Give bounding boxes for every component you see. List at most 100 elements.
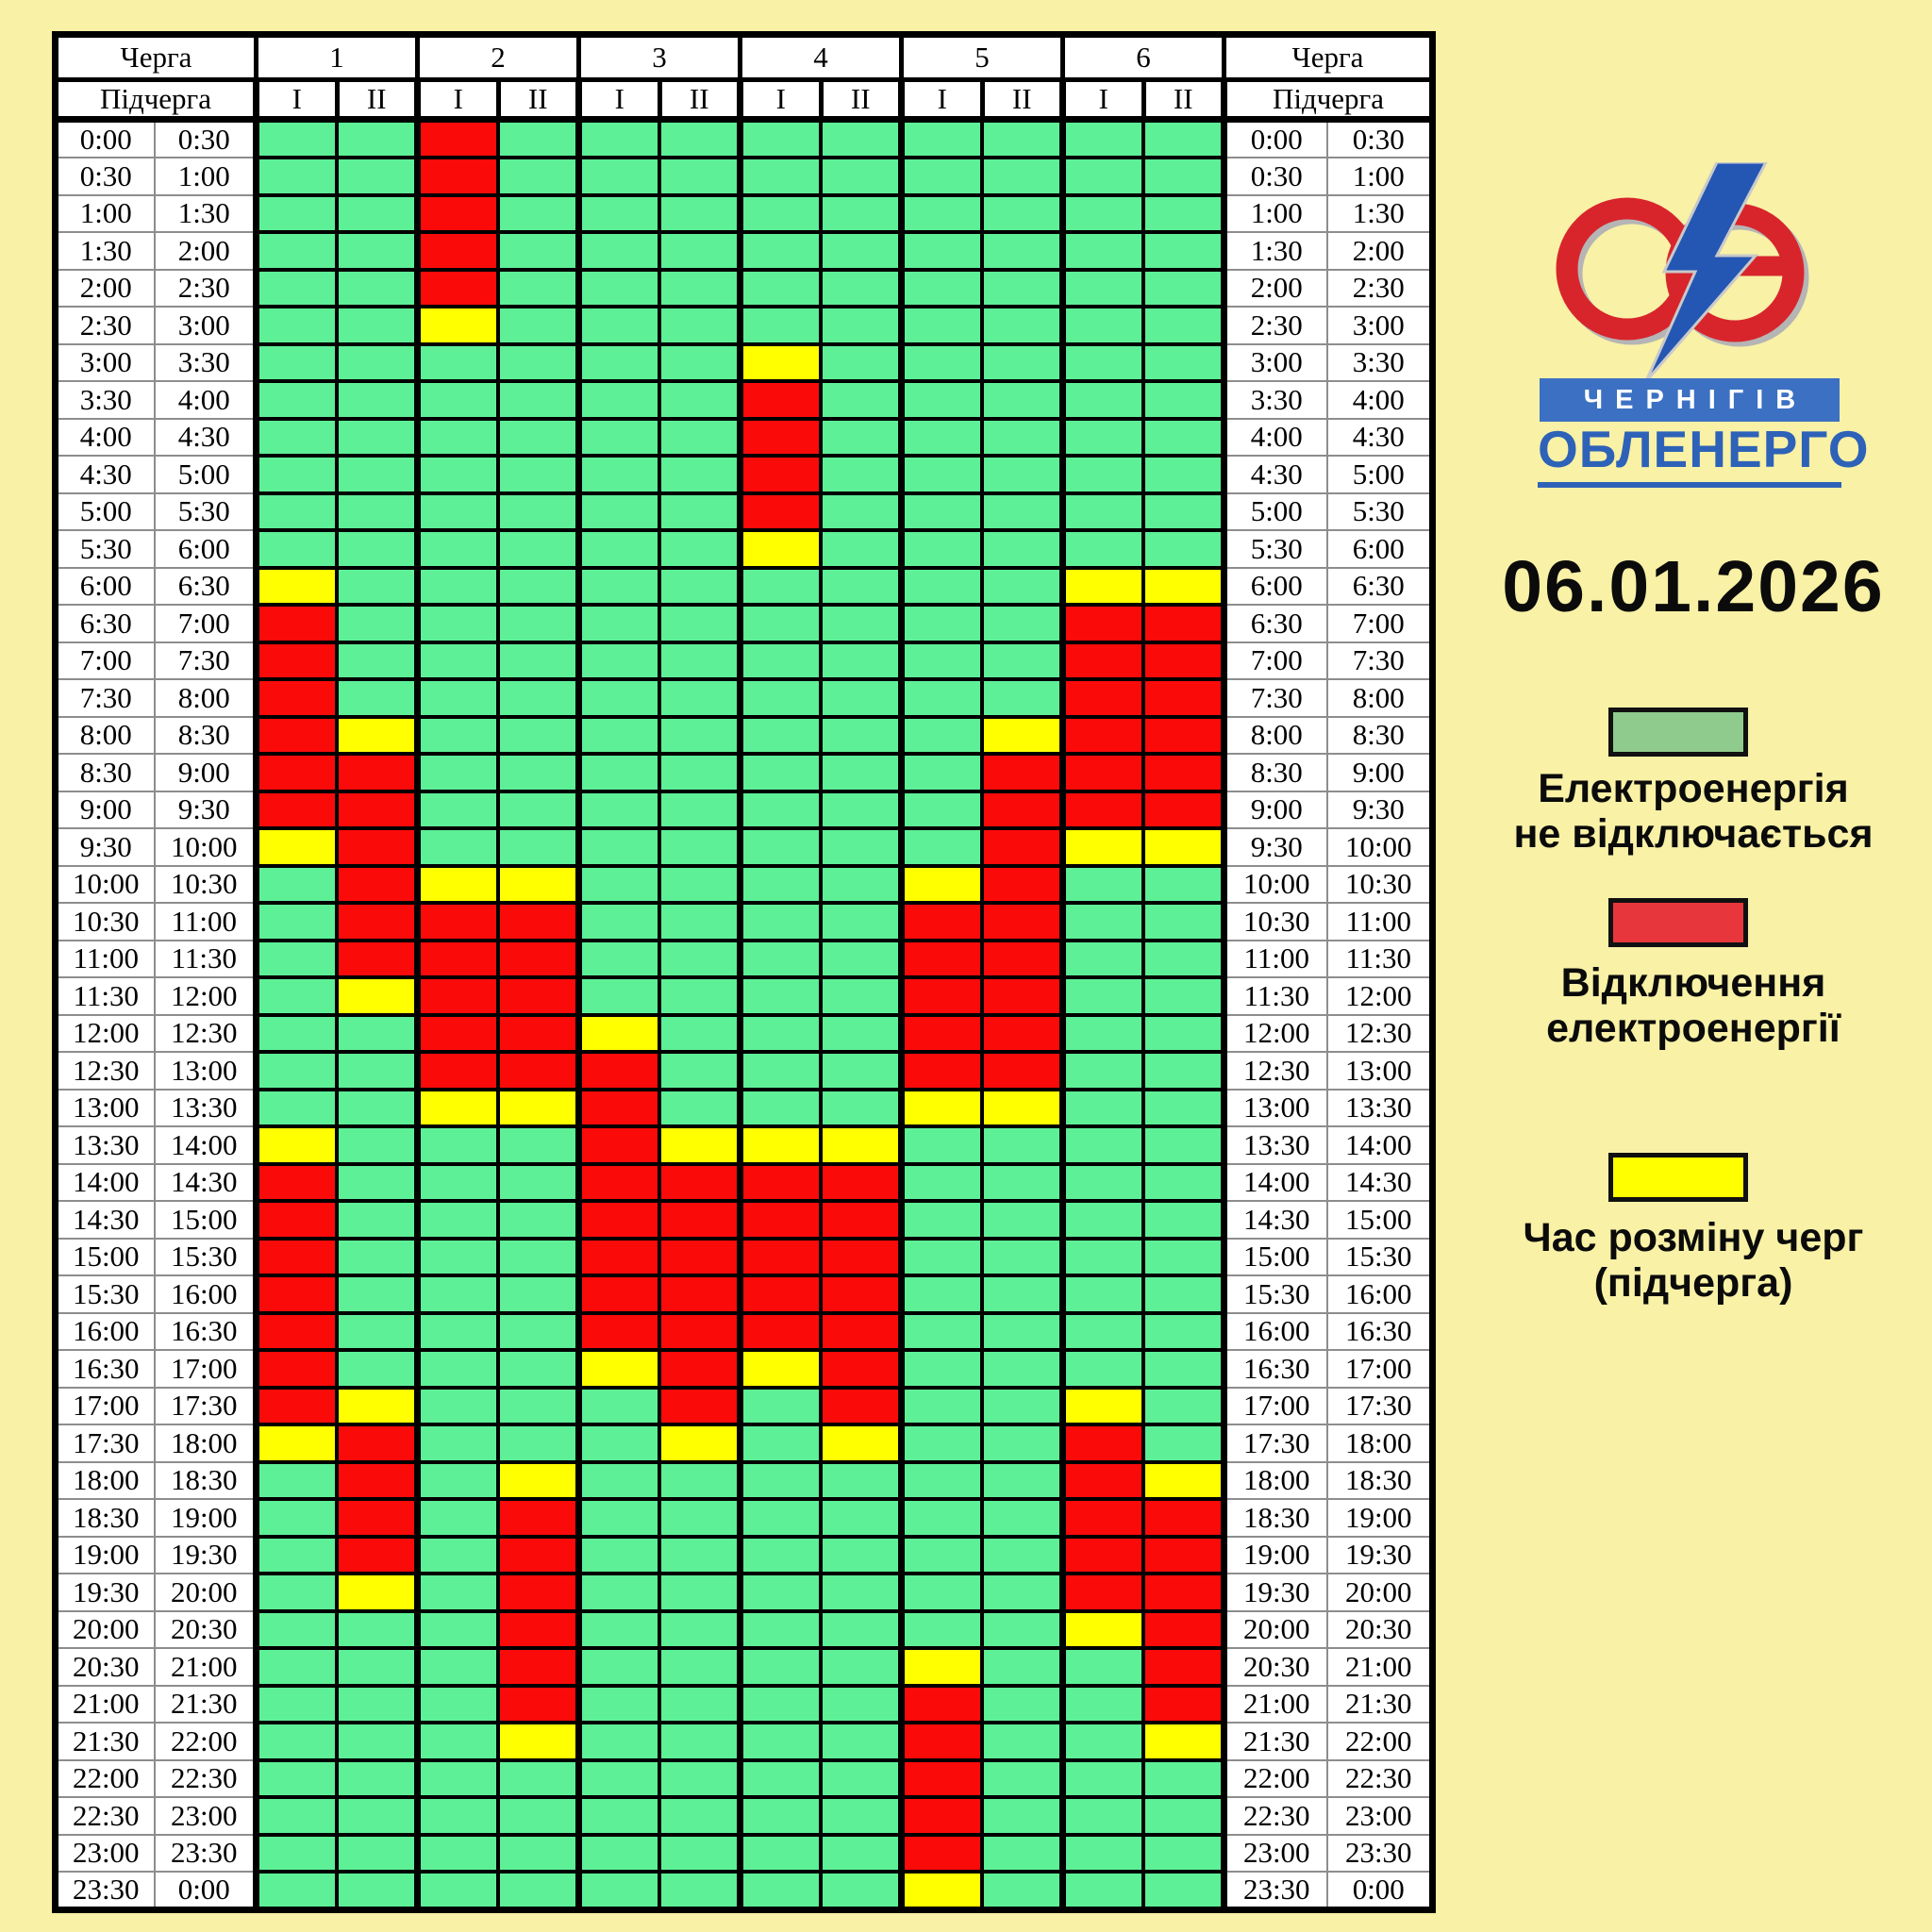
schedule-cell-4:00-4-I <box>737 416 823 458</box>
schedule-cell-7:30-5-I <box>898 677 984 719</box>
schedule-cell-23:00-4-II <box>819 1832 904 1874</box>
time-start-right: 1:30 <box>1221 231 1328 271</box>
schedule-cell-23:30-5-I <box>898 1870 984 1912</box>
time-start-right: 3:00 <box>1221 342 1328 382</box>
schedule-cell-14:00-4-I <box>737 1161 823 1203</box>
schedule-cell-20:00-2-I <box>414 1608 500 1650</box>
schedule-cell-17:00-6-II <box>1141 1385 1226 1426</box>
schedule-cell-9:00-6-I <box>1059 789 1145 830</box>
time-end-left: 0:30 <box>153 116 259 158</box>
schedule-cell-14:00-6-I <box>1059 1161 1145 1203</box>
schedule-cell-3:00-4-I <box>737 341 823 383</box>
schedule-cell-22:30-3-I <box>575 1795 661 1837</box>
schedule-cell-3:00-6-I <box>1059 341 1145 383</box>
time-start-left: 11:00 <box>54 939 156 978</box>
time-start-left: 23:30 <box>54 1871 156 1911</box>
schedule-cell-6:30-1-I <box>253 603 339 644</box>
schedule-cell-9:00-4-I <box>737 789 823 830</box>
schedule-cell-14:30-6-I <box>1059 1199 1145 1241</box>
schedule-cell-5:30-2-I <box>414 528 500 570</box>
schedule-cell-23:00-6-II <box>1141 1832 1226 1874</box>
time-start-right: 5:30 <box>1221 529 1328 569</box>
time-start-right: 19:30 <box>1221 1573 1328 1612</box>
schedule-cell-18:30-3-II <box>658 1497 742 1539</box>
schedule-cell-22:30-2-I <box>414 1795 500 1837</box>
schedule-cell-13:30-6-I <box>1059 1124 1145 1166</box>
schedule-cell-5:00-6-II <box>1141 491 1226 532</box>
time-end-right: 18:30 <box>1325 1460 1434 1500</box>
schedule-cell-6:30-5-II <box>980 603 1065 644</box>
schedule-cell-3:00-2-I <box>414 341 500 383</box>
schedule-row-1:30: 1:30 2:00 1:30 2:00 <box>54 230 1434 272</box>
schedule-cell-15:30-3-I <box>575 1274 661 1315</box>
schedule-cell-3:00-5-II <box>980 341 1065 383</box>
time-end-right: 3:00 <box>1325 306 1434 345</box>
logo-city-label: ЧЕРНІГІВ <box>1540 378 1840 422</box>
schedule-cell-0:00-2-I <box>414 116 500 159</box>
schedule-cell-9:00-2-II <box>496 789 581 830</box>
schedule-cell-0:00-1-I <box>253 116 339 159</box>
schedule-cell-19:00-6-I <box>1059 1534 1145 1575</box>
schedule-cell-13:00-2-II <box>496 1087 581 1128</box>
schedule-cell-17:30-1-I <box>253 1423 339 1464</box>
schedule-cell-12:30-5-II <box>980 1050 1065 1091</box>
schedule-cell-17:30-3-I <box>575 1423 661 1464</box>
time-end-left: 11:00 <box>153 902 259 941</box>
schedule-cell-18:00-5-II <box>980 1459 1065 1501</box>
time-start-left: 20:00 <box>54 1609 156 1649</box>
schedule-cell-2:30-1-I <box>253 305 339 346</box>
schedule-cell-17:30-5-I <box>898 1423 984 1464</box>
queue-header-4: 4 <box>738 32 904 82</box>
schedule-cell-20:30-2-II <box>496 1646 581 1688</box>
schedule-cell-13:00-1-I <box>253 1087 339 1128</box>
schedule-row-14:30: 14:30 15:00 14:30 15:00 <box>54 1199 1434 1241</box>
time-end-right: 11:00 <box>1325 902 1434 941</box>
time-end-right: 15:30 <box>1325 1237 1434 1276</box>
schedule-cell-10:00-5-I <box>898 863 984 905</box>
time-end-left: 7:00 <box>153 604 259 643</box>
time-end-right: 18:00 <box>1325 1424 1434 1463</box>
schedule-row-18:00: 18:00 18:30 18:00 18:30 <box>54 1459 1434 1501</box>
time-end-left: 13:00 <box>153 1051 259 1091</box>
schedule-cell-19:00-3-II <box>658 1534 742 1575</box>
schedule-cell-10:00-3-II <box>658 863 742 905</box>
schedule-cell-1:00-1-II <box>335 192 420 234</box>
schedule-cell-5:30-2-II <box>496 528 581 570</box>
schedule-cell-18:30-6-I <box>1059 1497 1145 1539</box>
schedule-cell-11:00-3-II <box>658 938 742 979</box>
schedule-cell-23:30-4-II <box>819 1870 904 1912</box>
subqueue-header-5-I: I <box>898 77 985 122</box>
schedule-cell-10:30-5-I <box>898 901 984 942</box>
schedule-row-14:00: 14:00 14:30 14:00 14:30 <box>54 1161 1434 1203</box>
schedule-cell-17:30-2-I <box>414 1423 500 1464</box>
schedule-cell-6:30-1-II <box>335 603 420 644</box>
schedule-cell-21:30-4-I <box>737 1721 823 1762</box>
schedule-cell-7:00-5-I <box>898 640 984 681</box>
schedule-cell-22:00-5-II <box>980 1757 1065 1799</box>
schedule-cell-11:00-6-I <box>1059 938 1145 979</box>
schedule-cell-22:30-1-II <box>335 1795 420 1837</box>
schedule-cell-21:30-3-II <box>658 1721 742 1762</box>
time-start-right: 8:30 <box>1221 753 1328 792</box>
schedule-cell-3:30-6-I <box>1059 379 1145 421</box>
schedule-cell-4:00-5-II <box>980 416 1065 458</box>
schedule-cell-19:30-1-II <box>335 1572 420 1613</box>
schedule-cell-16:00-4-II <box>819 1310 904 1352</box>
time-start-right: 6:00 <box>1221 566 1328 606</box>
schedule-cell-23:30-4-I <box>737 1870 823 1912</box>
schedule-cell-7:30-5-II <box>980 677 1065 719</box>
schedule-cell-16:30-5-II <box>980 1348 1065 1390</box>
schedule-cell-3:00-4-II <box>819 341 904 383</box>
schedule-cell-6:30-4-I <box>737 603 823 644</box>
time-start-left: 14:00 <box>54 1162 156 1202</box>
schedule-cell-1:30-5-II <box>980 230 1065 272</box>
schedule-row-19:00: 19:00 19:30 19:00 19:30 <box>54 1534 1434 1575</box>
schedule-cell-7:00-6-II <box>1141 640 1226 681</box>
time-end-right: 17:30 <box>1325 1386 1434 1425</box>
legend-label-line: Час розміну черг <box>1523 1215 1864 1260</box>
schedule-cell-11:00-4-II <box>819 938 904 979</box>
schedule-cell-23:00-2-I <box>414 1832 500 1874</box>
subqueue-header-3-I: I <box>575 77 662 122</box>
schedule-cell-23:30-6-I <box>1059 1870 1145 1912</box>
time-start-right: 2:30 <box>1221 306 1328 345</box>
